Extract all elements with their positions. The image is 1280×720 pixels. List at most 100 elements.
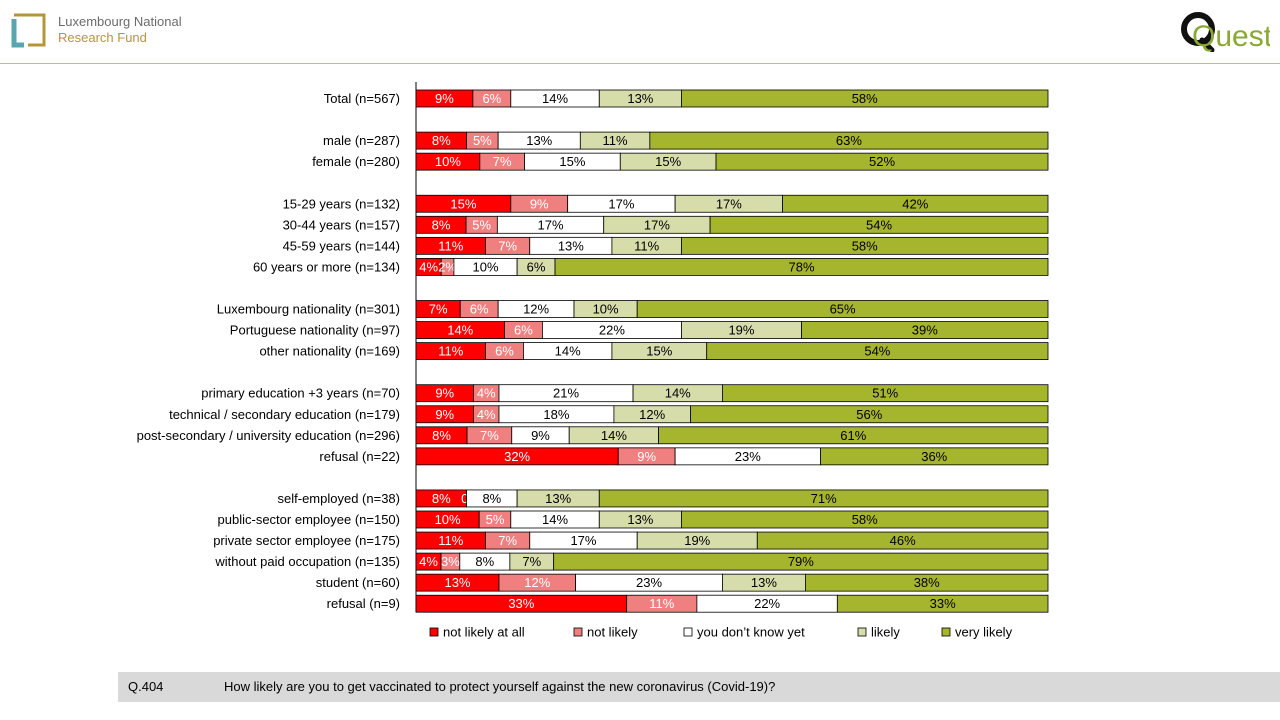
category-label: male (n=287) [323, 133, 400, 148]
data-label: 58% [852, 91, 878, 106]
bar-segment-very-likely [681, 510, 1049, 529]
category-label: student (n=60) [316, 575, 400, 590]
data-label: 15% [655, 154, 681, 169]
category-label: 45-59 years (n=144) [283, 238, 400, 253]
stacked-bar-chart: Total (n=567) 9% 6% 14% 13% 58% male (n=287) 8%… [137, 82, 1049, 640]
data-label: 17% [570, 533, 596, 548]
data-label: 18% [543, 407, 569, 422]
lnrf-wordmark: Luxembourg National Research Fund [58, 14, 182, 46]
data-label: 14% [447, 323, 473, 338]
data-label: 33% [930, 596, 956, 611]
data-label: 4% [477, 407, 496, 422]
data-label: 14% [542, 512, 568, 527]
data-label: 32% [504, 449, 530, 464]
data-label: 54% [864, 344, 890, 359]
legend-swatch-you-don-t-know-yet [683, 627, 693, 637]
question-text: How likely are you to get vaccinated to … [224, 679, 776, 694]
legend-swatch-very-likely [941, 627, 951, 637]
bar-segment-very-likely [598, 489, 1049, 508]
data-label: 14% [665, 386, 691, 401]
data-label: 4% [419, 554, 438, 569]
data-label: 11% [438, 344, 463, 359]
lnrf-logo-icon [11, 13, 46, 48]
data-label: 7% [493, 154, 512, 169]
data-label: 19% [684, 533, 710, 548]
category-label: primary education +3 years (n=70) [201, 386, 400, 401]
category-label: public-sector employee (n=150) [218, 512, 400, 527]
legend-swatch-not-likely [573, 627, 583, 637]
data-label: 15% [450, 196, 476, 211]
category-label: Total (n=567) [324, 91, 400, 106]
data-label: 6% [482, 91, 501, 106]
bar-segment-very-likely [553, 552, 1049, 571]
data-label: 12% [523, 302, 549, 317]
data-label: 36% [921, 449, 947, 464]
data-label: 13% [444, 575, 470, 590]
data-label: 12% [639, 407, 665, 422]
bar-segment-very-likely [649, 131, 1049, 150]
data-label: 10% [435, 512, 461, 527]
data-label: 23% [636, 575, 662, 590]
data-label: 13% [526, 133, 552, 148]
data-label: 8% [475, 554, 494, 569]
data-label: 52% [869, 154, 895, 169]
data-label: 11% [649, 596, 674, 611]
data-label: 13% [545, 491, 571, 506]
category-label: Luxembourg nationality (n=301) [217, 302, 400, 317]
legend-label: likely [871, 625, 900, 640]
category-label: Portuguese nationality (n=97) [230, 323, 400, 338]
legend-swatch-likely [857, 627, 867, 637]
data-label: 58% [852, 238, 878, 253]
data-label: 51% [872, 386, 898, 401]
data-label: 7% [522, 554, 541, 569]
data-label: 8% [482, 491, 501, 506]
data-label: 21% [553, 386, 579, 401]
data-label: 33% [508, 596, 534, 611]
data-label: 11% [603, 133, 628, 148]
category-label: female (n=280) [312, 154, 400, 169]
org-name-line2: Research Fund [58, 30, 147, 45]
data-label: 7% [429, 302, 448, 317]
data-label: 71% [811, 491, 837, 506]
data-label: 78% [789, 259, 815, 274]
data-label: 6% [495, 344, 514, 359]
data-label: 46% [890, 533, 916, 548]
data-label: 3% [441, 554, 460, 569]
data-label: 9% [435, 91, 454, 106]
data-label: 9% [637, 449, 656, 464]
data-label: 6% [527, 259, 546, 274]
category-label: refusal (n=22) [319, 449, 400, 464]
quest-logo-icon: Quest [1181, 12, 1270, 52]
bar-segment-very-likely [554, 257, 1049, 276]
bar-segment-very-likely [690, 405, 1049, 424]
data-label: 17% [716, 196, 742, 211]
legend-label: very likely [955, 625, 1013, 640]
bar-segment-very-likely [706, 342, 1049, 361]
data-label: 14% [542, 91, 568, 106]
data-label: 17% [608, 196, 634, 211]
data-label: 38% [914, 575, 940, 590]
data-label: 6% [514, 323, 533, 338]
bar-segment-very-likely [782, 194, 1049, 213]
data-label: 7% [480, 428, 499, 443]
data-label: 7% [498, 238, 517, 253]
category-label: private sector employee (n=175) [213, 533, 400, 548]
category-label: technical / secondary education (n=179) [169, 407, 400, 422]
data-label: 10% [473, 259, 499, 274]
data-label: 8% [432, 133, 451, 148]
data-label: 15% [559, 154, 585, 169]
data-label: 22% [754, 596, 780, 611]
data-label: 8% [432, 428, 451, 443]
category-label: 15-29 years (n=132) [283, 196, 400, 211]
data-label: 4% [419, 259, 438, 274]
data-label: 5% [486, 512, 505, 527]
data-label: 14% [601, 428, 627, 443]
category-label: post-secondary / university education (n… [137, 428, 400, 443]
data-label: 11% [634, 238, 659, 253]
header-divider [0, 63, 1280, 64]
category-label: self-employed (n=38) [278, 491, 400, 506]
data-label: 13% [751, 575, 777, 590]
data-label: 17% [644, 217, 670, 232]
legend-label: not likely at all [443, 625, 525, 640]
data-label: 61% [840, 428, 866, 443]
